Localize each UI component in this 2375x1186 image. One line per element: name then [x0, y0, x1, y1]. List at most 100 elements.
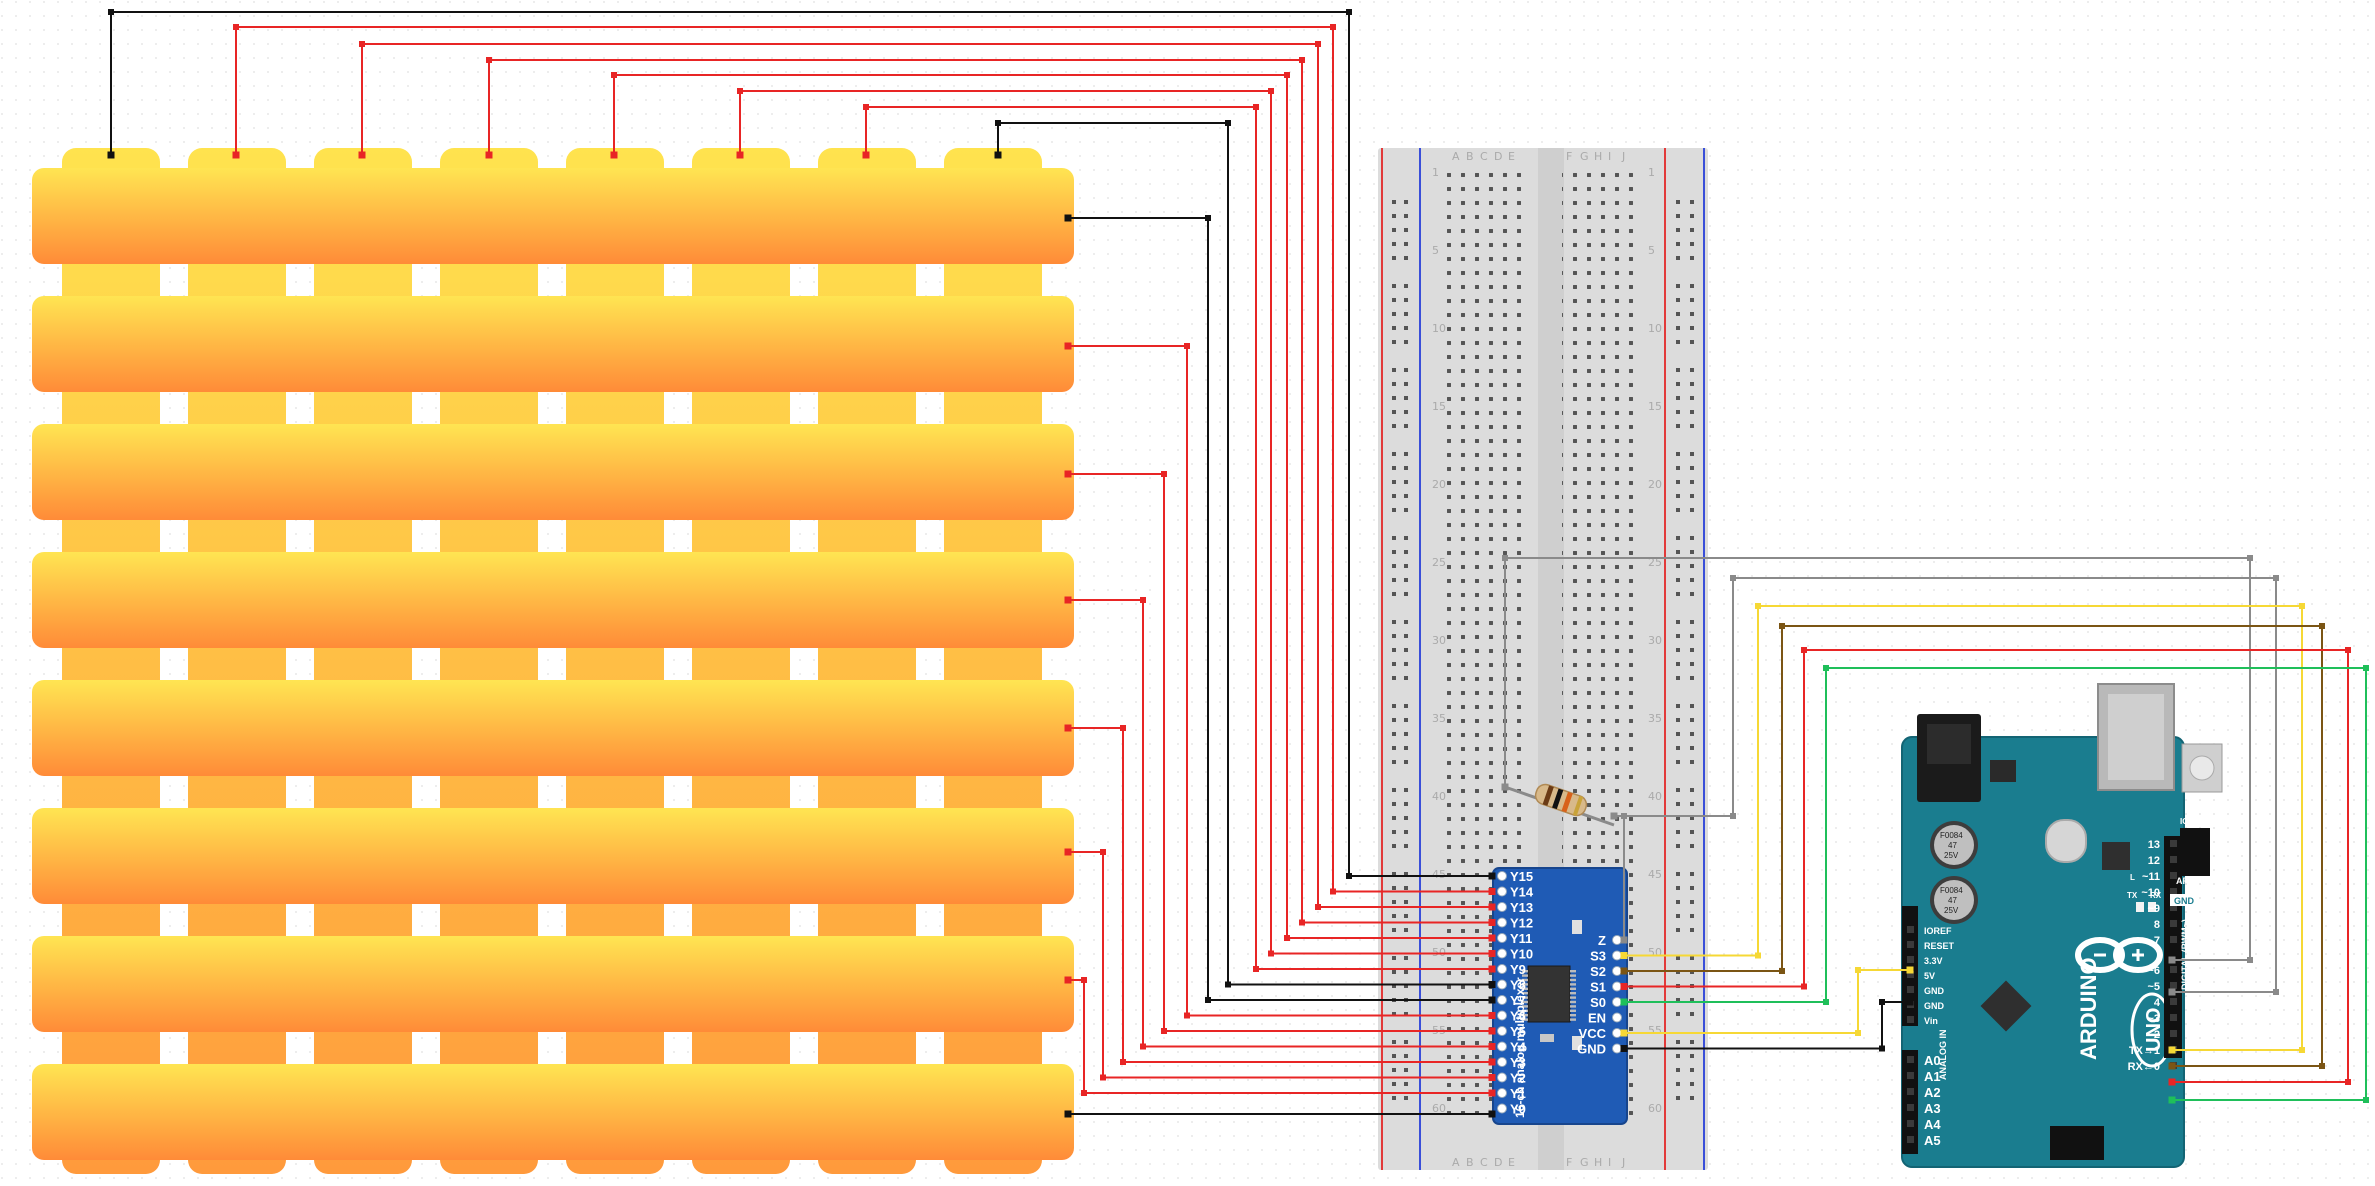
row-number: 60: [1432, 1102, 1446, 1115]
row-number: 35: [1648, 712, 1662, 725]
wire-endpoint: [862, 151, 870, 159]
wire-bend: [1755, 952, 1761, 959]
row-strip: [32, 552, 1074, 648]
wire-endpoint: [1488, 903, 1496, 911]
column-letter: E: [1508, 150, 1515, 163]
wire-endpoint: [358, 151, 366, 159]
column-letter: F: [1566, 1156, 1572, 1169]
analog-label: ANALOG IN: [1938, 1030, 1948, 1081]
column-letter: H: [1594, 1156, 1602, 1169]
digital-pin-label: 13: [2148, 839, 2160, 851]
row-wire: [1068, 217, 1492, 1001]
wire-bend: [1346, 9, 1352, 15]
s0-wire: [1624, 667, 2367, 1101]
wire-bend: [1081, 977, 1087, 983]
mux-pin-label: Y9: [1510, 962, 1526, 977]
row-number: 45: [1432, 868, 1446, 881]
icsp-label: ICSP: [2180, 817, 2199, 826]
cap-label-4: F0084: [1940, 886, 1963, 895]
wire-bend: [1268, 88, 1274, 94]
row-number: 5: [1432, 244, 1439, 257]
wire-endpoint: [2168, 1062, 2176, 1070]
wire-bend: [1879, 1045, 1885, 1052]
analog-pin-label: A2: [1924, 1085, 1941, 1100]
wire-endpoint: [2168, 1046, 2176, 1054]
mux-caption: 16-ch analog multiplexer: [1513, 977, 1527, 1118]
uno-text: UNO: [2143, 1008, 2165, 1052]
mux-pin-pad: [1612, 1043, 1622, 1054]
tx-label: TX: [2127, 891, 2138, 900]
wire-bend: [1205, 997, 1211, 1003]
mux-pin-label: Y5: [1510, 1024, 1526, 1039]
wire-bend: [1779, 968, 1785, 974]
mux-pin-pad: [1497, 917, 1507, 928]
wire-bend: [1823, 665, 1829, 671]
s1-wire: [1624, 649, 2349, 1083]
column-letter: C: [1480, 1156, 1488, 1169]
mux-pin-pad: [1612, 997, 1622, 1007]
wire-bend: [486, 57, 492, 63]
mux-pin-pad: [1497, 948, 1507, 959]
arduino-logo: [2075, 937, 2163, 973]
wire-bend: [1855, 1030, 1861, 1036]
wire-bend: [1184, 1012, 1190, 1019]
wire-bend: [1140, 1043, 1146, 1050]
row-number: 45: [1648, 868, 1662, 881]
digital-pin-label: ~11: [2142, 871, 2160, 883]
cap-label-1: F0084: [1940, 831, 1963, 840]
mux-pin-label: Y3: [1510, 1055, 1526, 1070]
mux-pin-label: Y11: [1510, 931, 1532, 946]
digital-pin-label: ~3: [2147, 1013, 2160, 1025]
wire-endpoint: [1064, 470, 1072, 478]
row-strip: [32, 1064, 1074, 1160]
wire-endpoint: [1488, 934, 1496, 942]
wire-bend: [1299, 919, 1305, 926]
digital-pin-label: 4: [2154, 997, 2161, 1009]
mux-pin-pad: [1497, 979, 1507, 990]
digital-pin-label: ~6: [2147, 965, 2160, 977]
row-number: 50: [1648, 946, 1662, 959]
row-number: 10: [1648, 322, 1662, 335]
mux-pin-pad: [1612, 950, 1622, 961]
wire-endpoint: [1064, 214, 1072, 222]
wire-bend: [1205, 215, 1211, 221]
wire-bend: [1330, 888, 1336, 895]
wire-endpoint: [1488, 888, 1496, 895]
mux-pin-pad: [1612, 981, 1622, 992]
wire-bend: [2319, 1063, 2325, 1069]
wire-endpoint: [1488, 1110, 1496, 1118]
column-letter: J: [1621, 150, 1625, 163]
wire-bend: [1315, 904, 1321, 910]
power-pin-label: Vin: [1924, 1016, 1938, 1026]
wire-endpoint: [1064, 848, 1072, 856]
mux-pin-pad: [1497, 964, 1507, 974]
row-strip: [32, 680, 1074, 776]
wire-bend: [2319, 623, 2325, 629]
mux-pin-pad: [1497, 1072, 1507, 1083]
column-letter: C: [1480, 150, 1488, 163]
wire-endpoint: [1906, 966, 1914, 974]
row-wire: [1068, 473, 1492, 1032]
column-letter: B: [1466, 1156, 1474, 1169]
row-number: 5: [1648, 244, 1655, 257]
column-letter: G: [1580, 150, 1589, 163]
wire-bend: [737, 88, 743, 94]
wire-endpoint: [1620, 952, 1628, 959]
power-pin-label: 5V: [1924, 971, 1935, 981]
row-number: 40: [1648, 790, 1662, 803]
row-wire: [1068, 979, 1492, 1094]
wire-endpoint: [1488, 1089, 1496, 1097]
wire-bend: [1755, 603, 1761, 609]
reset-label: RESET: [2188, 734, 2219, 744]
column-strip: [566, 148, 664, 1174]
row-number: 55: [1648, 1024, 1662, 1037]
row-number: 30: [1432, 634, 1446, 647]
column-letter: H: [1594, 150, 1602, 163]
mux-pin-pad: [1612, 966, 1622, 976]
wire-endpoint: [1488, 872, 1496, 880]
wire-endpoint: [1488, 965, 1496, 973]
wire-endpoint: [2168, 1096, 2176, 1104]
row-number: 25: [1648, 556, 1662, 569]
digital-pin-label: ~9: [2147, 903, 2160, 915]
mux-pin-label: S1: [1590, 980, 1606, 995]
